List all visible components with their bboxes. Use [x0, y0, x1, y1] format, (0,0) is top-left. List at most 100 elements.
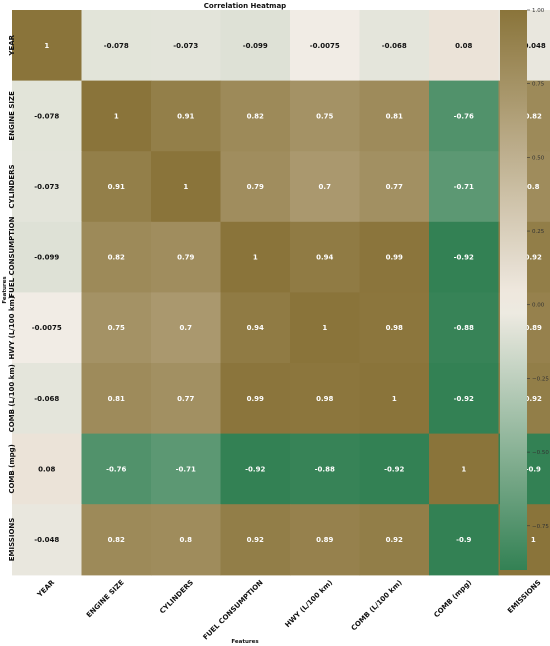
heatmap-cell	[359, 151, 430, 223]
cell-value-label: 1	[461, 465, 466, 473]
heatmap-cell	[151, 292, 222, 364]
colorbar-tick-label: 0.75	[532, 82, 545, 88]
heatmap-cell	[12, 504, 83, 576]
heatmap-cell	[429, 504, 500, 576]
cell-value-label: 0.81	[386, 112, 403, 120]
heatmap-cell	[151, 504, 222, 576]
heatmap-cell	[429, 363, 500, 435]
cell-value-label: -0.88	[454, 324, 474, 332]
heatmap-cell	[359, 10, 430, 82]
cell-value-label: 0.08	[455, 42, 472, 50]
cell-value-label: -0.078	[34, 112, 59, 120]
heatmap-cell	[429, 221, 500, 293]
colorbar-gradient	[500, 10, 527, 570]
heatmap-cell	[81, 221, 152, 293]
heatmap-cell	[81, 504, 152, 576]
cell-value-label: 1	[183, 183, 188, 191]
cell-value-label: 1	[114, 112, 119, 120]
cell-value-label: 0.82	[247, 112, 264, 120]
heatmap-cell	[429, 433, 500, 505]
x-tick-label: HWY (L/100 km)	[284, 579, 335, 630]
heatmap-cell	[359, 292, 430, 364]
heatmap-cell	[290, 433, 361, 505]
cell-value-label: 0.82	[108, 536, 125, 544]
heatmap-cell	[151, 221, 222, 293]
heatmap-cell	[290, 80, 361, 152]
colorbar-tick-label: −0.25	[532, 376, 549, 382]
cell-value-label: -0.9	[526, 465, 541, 473]
heatmap-cell	[12, 221, 83, 293]
y-tick-label: HWY (L/100 km)	[8, 296, 16, 360]
cell-value-label: -0.068	[382, 42, 407, 50]
heatmap-cell	[290, 504, 361, 576]
cell-value-label: 1	[44, 42, 49, 50]
cell-value-label: 0.92	[386, 536, 403, 544]
cell-value-label: 0.77	[386, 183, 403, 191]
cell-value-label: 0.91	[108, 183, 125, 191]
heatmap-cell	[81, 292, 152, 364]
heatmap-cell	[12, 10, 83, 82]
heatmap-cell	[12, 151, 83, 223]
colorbar-tick-label: 0.50	[532, 155, 545, 161]
heatmap-cell	[429, 10, 500, 82]
cell-value-label: -0.073	[34, 183, 59, 191]
heatmap-cell	[12, 80, 83, 152]
cell-value-label: 0.82	[108, 254, 125, 262]
cell-value-label: 0.91	[177, 112, 194, 120]
cell-value-label: 0.77	[177, 395, 194, 403]
cell-value-label: 0.98	[316, 395, 333, 403]
y-tick-label: FUEL CONSUMPTION	[8, 216, 16, 297]
cell-value-label: -0.92	[384, 465, 404, 473]
heatmap-cell	[220, 292, 291, 364]
heatmap-cell	[81, 433, 152, 505]
cell-value-label: 0.75	[316, 112, 333, 120]
heatmap-cell	[12, 363, 83, 435]
y-tick-labels: YEAR ENGINE SIZE CYLINDERS FUEL CONSUMPTION…	[8, 34, 16, 561]
cell-value-label: -0.073	[173, 42, 198, 50]
cell-value-label: 0.99	[386, 254, 403, 262]
y-tick-label: ENGINE SIZE	[8, 91, 16, 141]
x-tick-labels: YEAR ENGINE SIZE CYLINDERS FUEL CONSUMPTION…	[35, 578, 542, 641]
heatmap-cell	[81, 10, 152, 82]
heatmap-cell	[220, 10, 291, 82]
cell-value-label: 0.7	[180, 324, 193, 332]
heatmap-cells: 1 -0.078 -0.073 -0.099 -0.0075 -0.068 0.08 -0.0…	[12, 10, 550, 576]
y-tick-label: COMB (mpg)	[8, 444, 16, 494]
cell-value-label: 0.92	[525, 395, 542, 403]
cell-value-label: 0.08	[38, 465, 55, 473]
heatmap-cell	[220, 221, 291, 293]
heatmap-cell	[81, 363, 152, 435]
cell-value-label: 0.94	[316, 254, 333, 262]
chart-title: Correlation Heatmap	[204, 2, 286, 10]
heatmap-cell	[81, 151, 152, 223]
cell-value-label: 0.94	[247, 324, 264, 332]
cell-value-label: -0.068	[34, 395, 59, 403]
heatmap-cell	[290, 10, 361, 82]
cell-value-label: 1	[253, 254, 258, 262]
heatmap-cell	[290, 151, 361, 223]
heatmap-cell	[359, 504, 430, 576]
cell-value-label: 0.75	[108, 324, 125, 332]
x-axis-label: Features	[231, 639, 259, 645]
cell-value-label: -0.099	[34, 254, 59, 262]
cell-value-label: -0.048	[521, 42, 546, 50]
heatmap-cell	[81, 80, 152, 152]
cell-value-label: 1	[392, 395, 397, 403]
cell-value-label: -0.0075	[310, 42, 340, 50]
cell-value-label: -0.71	[454, 183, 474, 191]
cell-value-label: -0.9	[456, 536, 471, 544]
cell-value-label: 0.79	[247, 183, 264, 191]
y-tick-label: COMB (L/100 km)	[8, 364, 16, 432]
cell-value-label: 0.92	[247, 536, 264, 544]
y-tick-label: CYLINDERS	[8, 164, 16, 208]
cell-value-label: 0.98	[386, 324, 403, 332]
x-tick-label: COMB (mpg)	[432, 579, 473, 620]
cell-value-label: -0.71	[176, 465, 196, 473]
cell-value-label: -0.099	[243, 42, 268, 50]
heatmap-cell	[220, 433, 291, 505]
heatmap-cell	[151, 10, 222, 82]
colorbar-tick-label: −0.75	[532, 524, 549, 530]
heatmap-cell	[220, 80, 291, 152]
heatmap-cell	[220, 363, 291, 435]
